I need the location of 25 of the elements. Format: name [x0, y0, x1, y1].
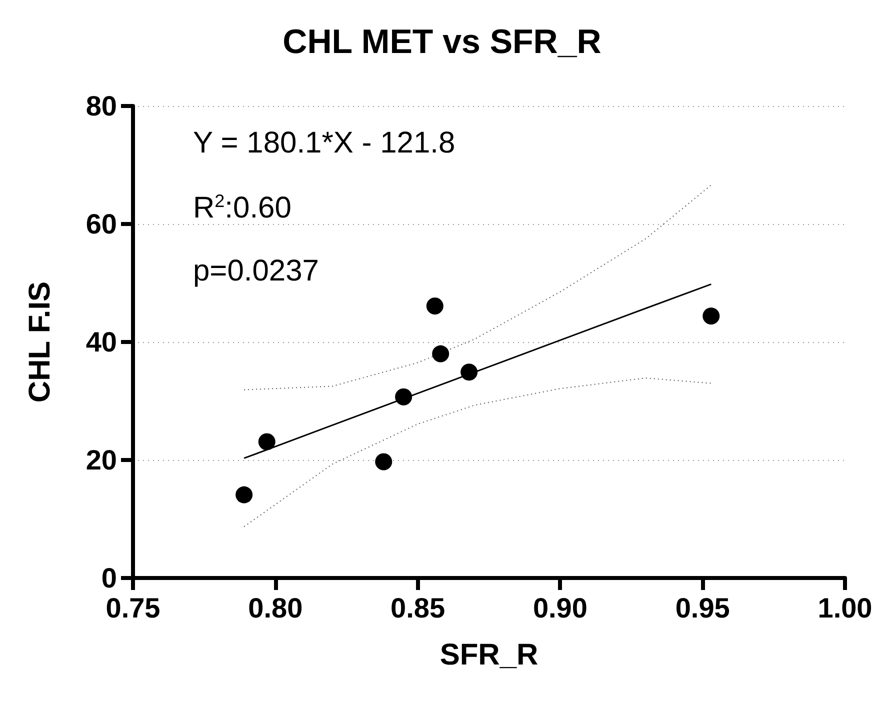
point: [426, 298, 444, 315]
x-tick-label: 0.90: [532, 592, 588, 624]
point: [395, 388, 412, 406]
x-tick-label: 1.00: [818, 592, 872, 624]
x-tick-label: 0.75: [106, 592, 160, 624]
point: [258, 433, 276, 450]
y-tick-label: 80: [86, 90, 117, 122]
y-axis-title: CHL F.IS: [24, 281, 56, 403]
y-tick-label: 0: [101, 562, 117, 594]
annotation: p=0.0237: [193, 254, 319, 288]
x-tick-label: 0.85: [390, 592, 446, 624]
point: [432, 345, 450, 362]
chart-title: CHL MET vs SFR_R: [282, 23, 602, 61]
x-axis-title: SFR_R: [440, 638, 539, 672]
y-tick-label: 20: [86, 444, 117, 476]
line-series: [244, 377, 712, 528]
annotation: Y = 180.1*X - 121.8: [193, 126, 456, 160]
point: [460, 364, 478, 381]
point: [702, 308, 720, 325]
y-tick-label: 40: [86, 326, 117, 358]
x-tick-label: 0.80: [248, 592, 303, 624]
point: [375, 453, 392, 470]
y-tick-label: 60: [86, 208, 117, 240]
x-tick-label: 0.95: [675, 592, 730, 624]
point: [236, 486, 253, 504]
